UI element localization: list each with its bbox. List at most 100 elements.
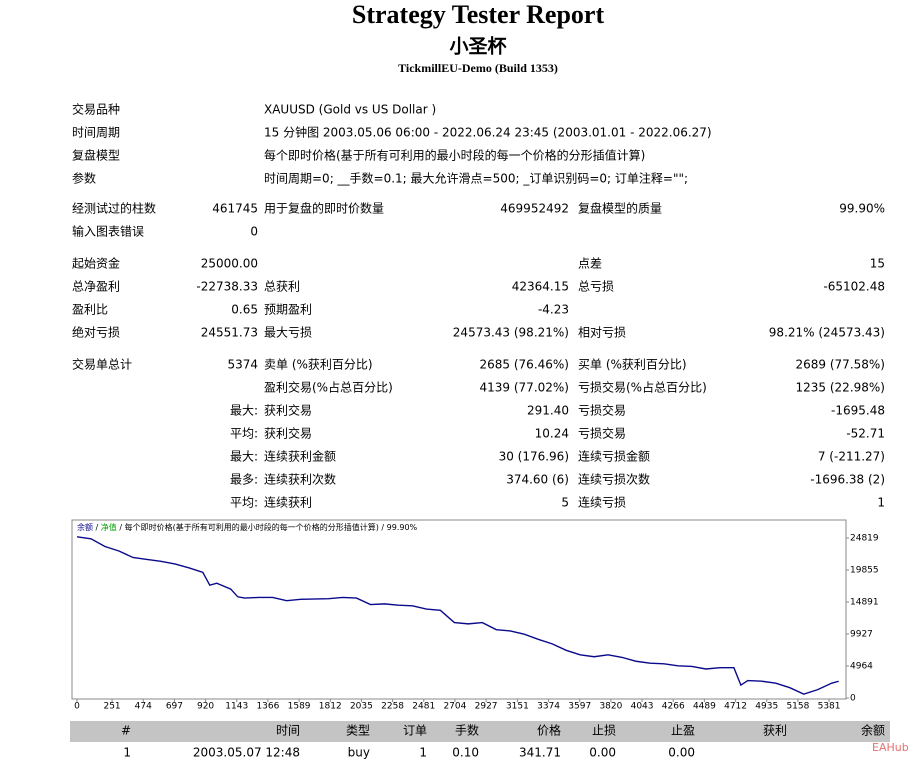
- subtitle: 小圣杯: [449, 35, 506, 58]
- x-tick-label: 4266: [662, 702, 685, 712]
- table-cell: 0.00: [589, 746, 616, 760]
- x-tick-label: 697: [166, 702, 183, 712]
- chart-frame: [71, 519, 847, 700]
- stat-value: 1: [877, 496, 885, 510]
- table-cell: buy: [348, 746, 370, 760]
- stat-value: 24551.73: [201, 326, 258, 340]
- stat-value: -52.71: [846, 427, 885, 441]
- x-tick-label: 2481: [412, 702, 435, 712]
- stat-label: 连续获利金额: [264, 449, 336, 464]
- stat-value: 4139 (77.02%): [480, 381, 569, 395]
- stat-value: 25000.00: [201, 257, 258, 271]
- stat-label: 总亏损: [578, 280, 614, 294]
- stat-label: 买单 (%获利百分比): [578, 358, 687, 372]
- stat-label: 绝对亏损: [72, 325, 120, 340]
- table-header: 价格: [537, 723, 561, 738]
- stat-value: 10.24: [535, 427, 569, 441]
- info-value: XAUUSD (Gold vs US Dollar ): [264, 103, 436, 117]
- server: TickmillEU-Demo (Build 1353): [398, 61, 558, 75]
- x-tick-label: 4935: [755, 702, 778, 712]
- table-cell: 1: [419, 746, 427, 760]
- stat-label: 连续获利: [264, 495, 312, 510]
- x-tick-label: 1812: [319, 702, 342, 712]
- x-tick-label: 251: [103, 702, 120, 712]
- stat-value: 42364.15: [512, 280, 569, 294]
- stat-label: 卖单 (%获利百分比): [264, 358, 373, 372]
- title: Strategy Tester Report: [352, 0, 605, 29]
- stat-value: 2689 (77.58%): [796, 358, 885, 372]
- stat-label: 连续获利次数: [264, 472, 336, 487]
- legend-item: 99.90%: [387, 523, 418, 532]
- stat-value: -1696.38 (2): [810, 473, 885, 487]
- x-tick-label: 2035: [350, 702, 373, 712]
- stat-value: 5374: [227, 358, 258, 372]
- stat-label: 总净盈利: [72, 280, 120, 294]
- legend-item: 余额: [77, 522, 93, 532]
- table-header: 获利: [763, 724, 787, 738]
- table-header: 止盈: [671, 724, 695, 738]
- info-label: 参数: [72, 171, 96, 186]
- stat-value: 0.65: [231, 303, 258, 317]
- legend: 余额 / 净值 / 每个即时价格(基于所有可利用的最小时段的每一个价格的分形插值…: [77, 522, 418, 532]
- info-label: 时间周期: [72, 126, 120, 140]
- x-tick-label: 920: [197, 702, 214, 712]
- info-value: 每个即时价格(基于所有可利用的最小时段的每一个价格的分形插值计算): [264, 148, 645, 163]
- stat-value: 1235 (22.98%): [796, 381, 885, 395]
- legend-item: /: [96, 523, 99, 532]
- stat-label: 亏损交易: [578, 403, 626, 418]
- x-tick-label: 5381: [818, 702, 841, 712]
- stat-value: 99.90%: [839, 202, 885, 216]
- table-cell: 341.71: [519, 746, 561, 760]
- balance-line: [76, 536, 839, 695]
- stat-value: 30 (176.96): [499, 450, 569, 464]
- stat-value: 469952492: [500, 202, 569, 216]
- stat-value: 5: [561, 496, 569, 510]
- y-tick-label: 0: [850, 694, 856, 704]
- x-tick-label: 1143: [225, 702, 248, 712]
- table-header: 时间: [276, 724, 300, 738]
- stat-value: 291.40: [527, 404, 569, 418]
- stat-label: 获利交易: [264, 403, 312, 418]
- legend-item: /: [119, 523, 122, 532]
- x-tick-label: 3820: [599, 702, 622, 712]
- x-tick-label: 0: [74, 702, 80, 712]
- legend-item: 净值: [101, 522, 117, 532]
- x-tick-label: 4489: [693, 702, 716, 712]
- stat-label: 总获利: [264, 280, 300, 294]
- stat-value: 2685 (76.46%): [480, 358, 569, 372]
- stat-label: 起始资金: [72, 256, 120, 271]
- x-tick-label: 4043: [631, 702, 654, 712]
- y-tick-label: 14891: [850, 597, 879, 607]
- stat-label: 亏损交易(%占总百分比): [578, 380, 707, 395]
- table-header: 类型: [346, 724, 370, 738]
- x-tick-label: 1589: [288, 702, 311, 712]
- info-value: 15 分钟图 2003.05.06 06:00 - 2022.06.24 23:…: [264, 125, 712, 140]
- stat-label: 连续亏损次数: [578, 472, 650, 487]
- legend-item: /: [381, 523, 384, 532]
- stat-value: 461745: [212, 202, 258, 216]
- stat-label: 预期盈利: [264, 303, 312, 317]
- y-tick-label: 19855: [850, 565, 879, 575]
- table-cell: 2003.05.07 12:48: [193, 746, 300, 760]
- watermark: EAHub: [872, 741, 909, 754]
- y-tick-label: 24819: [850, 533, 879, 543]
- table-cell: 1: [123, 746, 131, 760]
- stat-value: 最大:: [230, 404, 258, 418]
- info-value: 时间周期=0; __手数=0.1; 最大允许滑点=500; _订单识别码=0; …: [264, 171, 688, 186]
- x-tick-label: 1366: [256, 702, 279, 712]
- stat-label: 获利交易: [264, 426, 312, 441]
- x-tick-label: 5158: [786, 702, 809, 712]
- stat-label: 连续亏损: [578, 495, 626, 510]
- stat-label: 最大亏损: [264, 326, 312, 340]
- stat-value: 平均:: [230, 427, 258, 441]
- table-cell: 0.10: [452, 746, 479, 760]
- table-header: 订单: [403, 724, 427, 738]
- stat-label: 盈利比: [72, 303, 108, 317]
- table-header: 手数: [455, 723, 479, 738]
- x-tick-label: 474: [135, 702, 152, 712]
- x-tick-label: 3151: [506, 702, 529, 712]
- stat-label: 盈利交易(%占总百分比): [264, 380, 393, 395]
- table-header: 余额: [861, 723, 885, 738]
- stat-value: 24573.43 (98.21%): [453, 326, 569, 340]
